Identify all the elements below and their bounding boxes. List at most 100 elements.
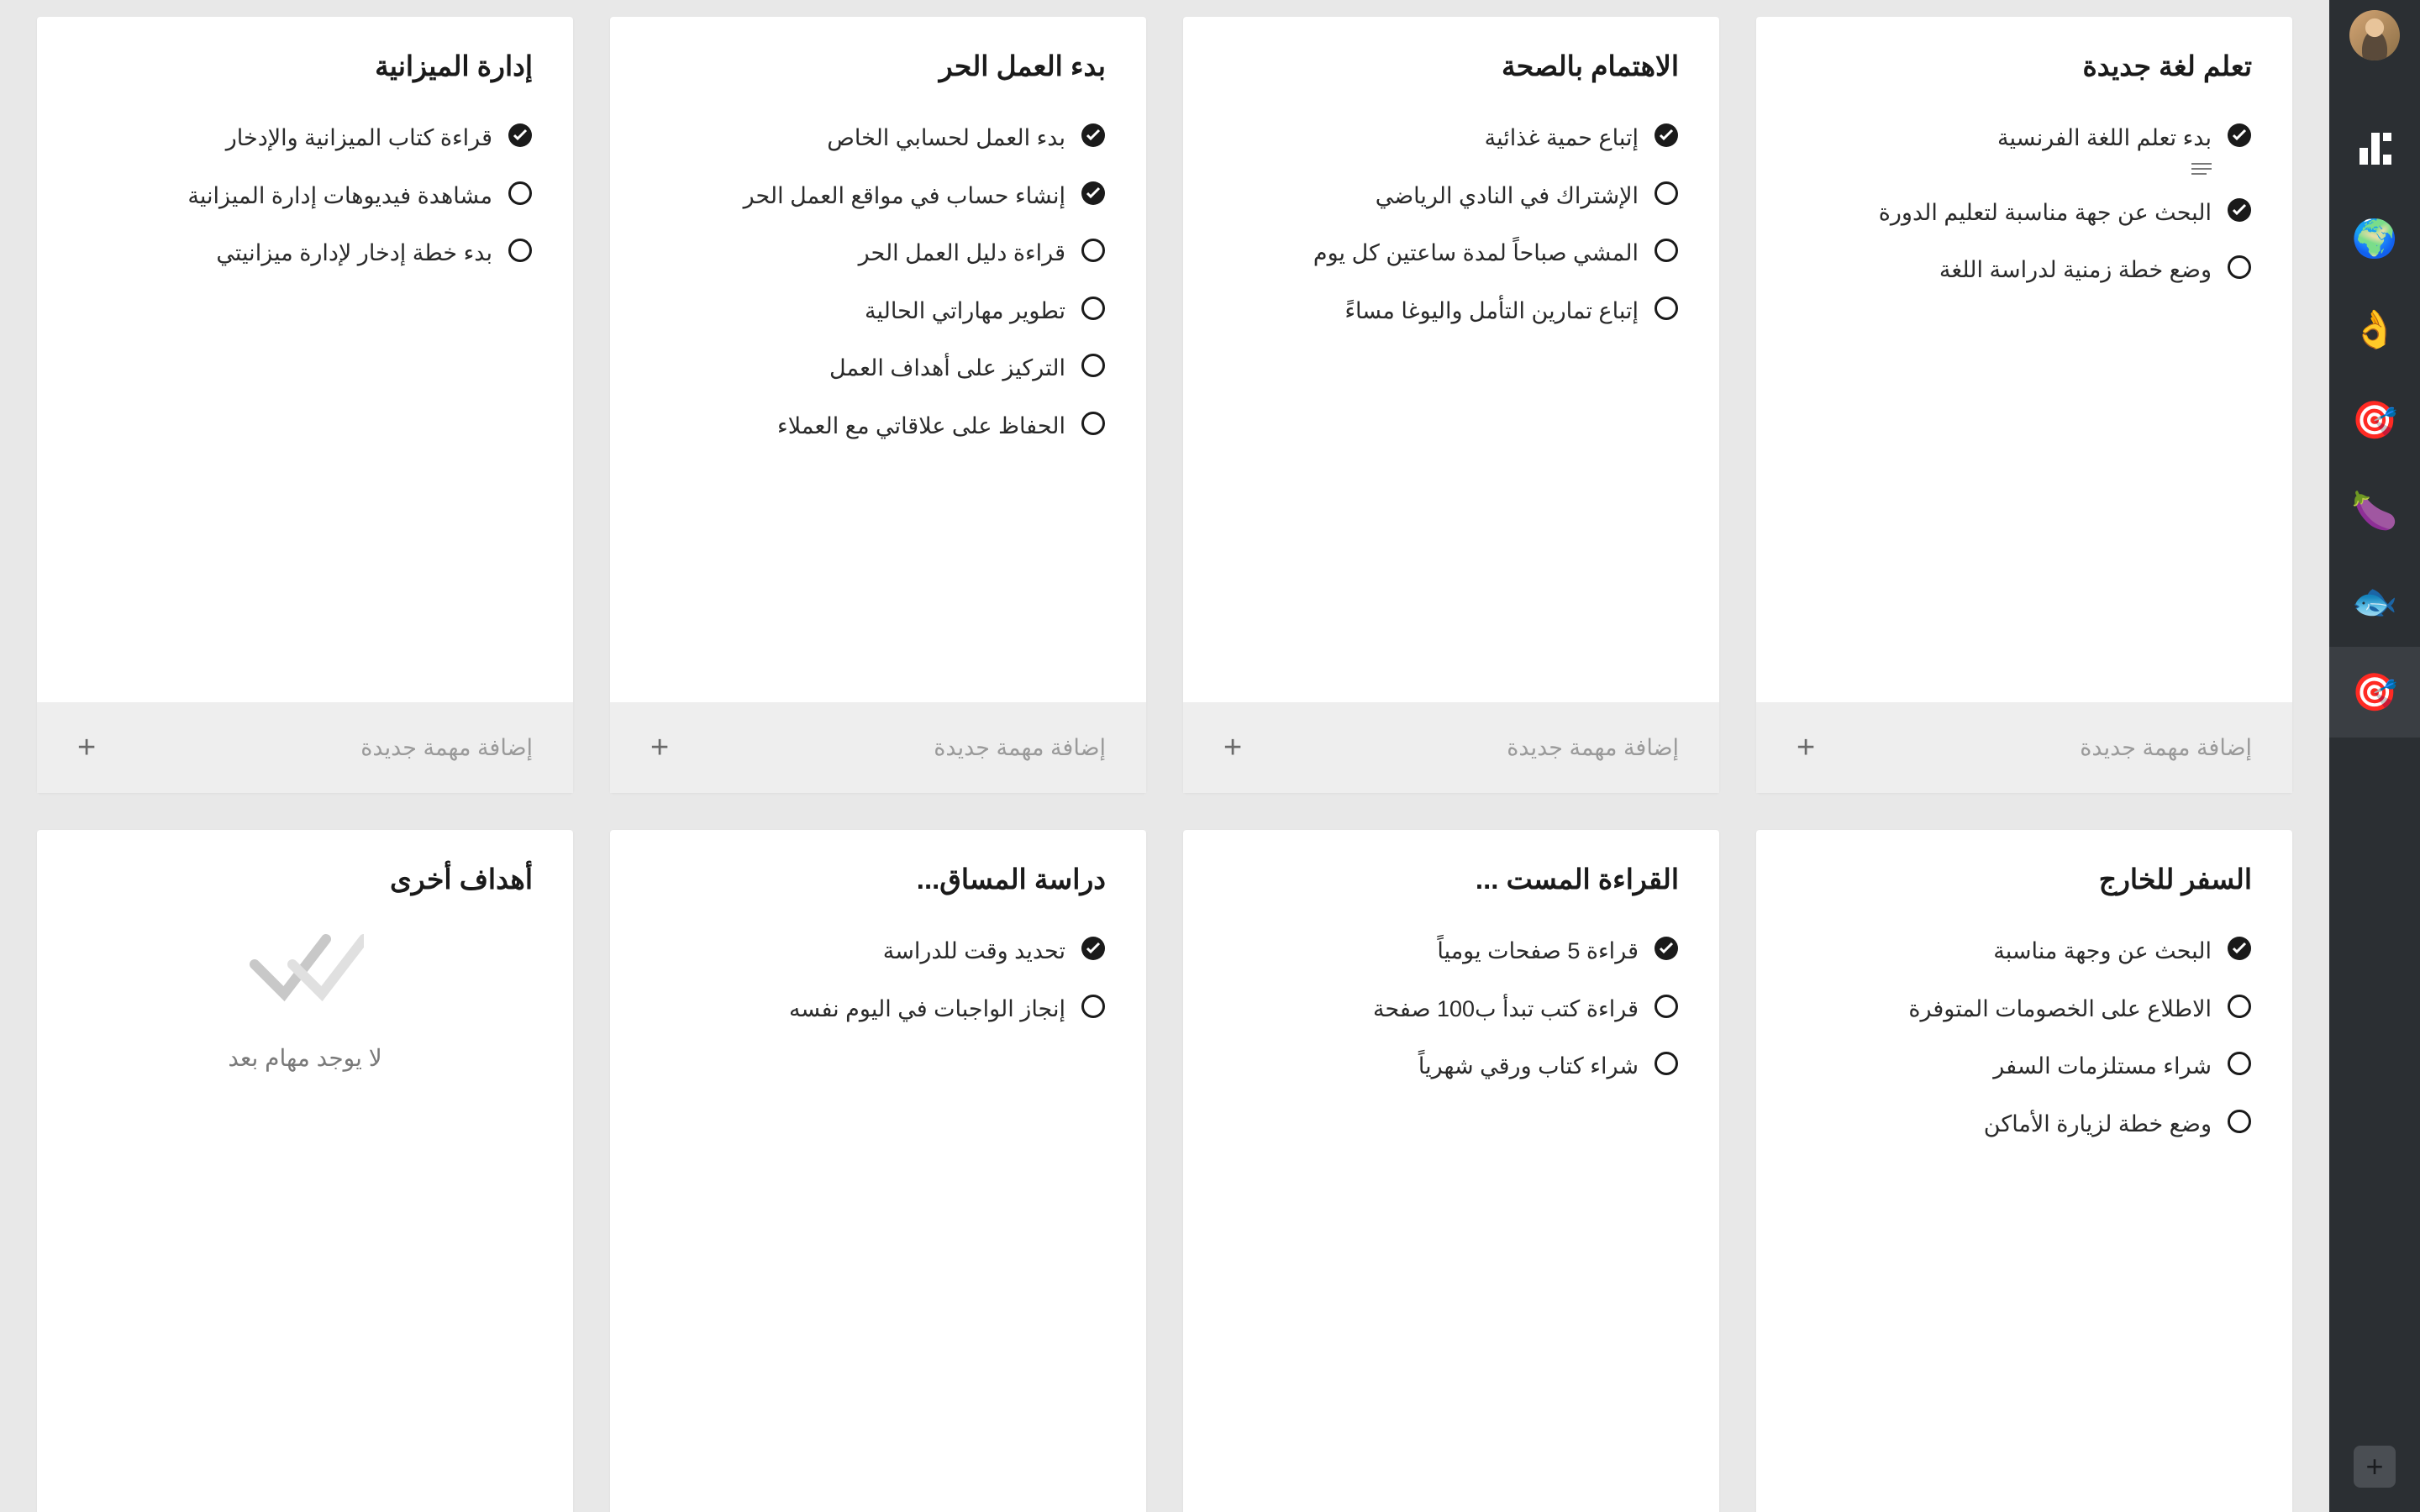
task-text[interactable]: إنجاز الواجبات في اليوم نفسه	[789, 992, 1065, 1026]
task-text[interactable]: وضع خطة زمنية لدراسة اللغة	[1939, 253, 2212, 287]
checkbox-open-icon[interactable]	[508, 238, 533, 263]
task-row[interactable]: بدء تعلم اللغة الفرنسية	[1797, 109, 2252, 167]
task-text[interactable]: الإشتراك في النادي الرياضي	[1376, 179, 1639, 213]
checkbox-open-icon[interactable]	[2227, 994, 2252, 1019]
task-row[interactable]: التركيز على أهداف العمل	[650, 339, 1106, 397]
checkbox-open-icon[interactable]	[1654, 1051, 1679, 1076]
checkbox-open-icon[interactable]	[1654, 994, 1679, 1019]
task-text[interactable]: البحث عن وجهة مناسبة	[1993, 934, 2212, 969]
checkbox-done-icon[interactable]	[1081, 181, 1106, 206]
avatar[interactable]	[2349, 10, 2400, 60]
task-text[interactable]: بدء خطة إدخار لإدارة ميزانيتي	[216, 236, 492, 270]
checkbox-open-icon[interactable]	[1081, 296, 1106, 321]
task-text[interactable]: وضع خطة لزيارة الأماكن	[1984, 1107, 2212, 1142]
card-title[interactable]: أهداف أخرى	[77, 860, 533, 899]
card-title[interactable]: إدارة الميزانية	[77, 47, 533, 86]
checkbox-open-icon[interactable]	[2227, 1051, 2252, 1076]
add-task-footer[interactable]: إضافة مهمة جديدة+	[610, 702, 1146, 793]
nav-target[interactable]: 🎯	[2329, 375, 2420, 465]
task-row[interactable]: قراءة كتاب الميزانية والإدخار	[77, 109, 533, 167]
card-title[interactable]: الاهتمام بالصحة	[1223, 47, 1679, 86]
task-row[interactable]: المشي صباحاً لمدة ساعتين كل يوم	[1223, 224, 1679, 282]
card-title[interactable]: السفر للخارج	[1797, 860, 2252, 899]
card-body: تحديد وقت للدراسة إنجاز الواجبات في اليوم…	[610, 922, 1146, 1512]
task-text[interactable]: إتباع حمية غذائية	[1485, 121, 1639, 155]
task-text[interactable]: الحفاظ على علاقاتي مع العملاء	[777, 409, 1065, 444]
task-row[interactable]: الإشتراك في النادي الرياضي	[1223, 167, 1679, 225]
task-text[interactable]: إنشاء حساب في مواقع العمل الحر	[744, 179, 1065, 213]
task-text[interactable]: بدء تعلم اللغة الفرنسية	[1997, 121, 2212, 155]
task-text[interactable]: قراءة دليل العمل الحر	[859, 236, 1065, 270]
empty-text: لا يوجد مهام بعد	[228, 1044, 381, 1072]
checkbox-done-icon[interactable]	[1654, 936, 1679, 961]
task-row[interactable]: تحديد وقت للدراسة	[650, 922, 1106, 980]
task-row[interactable]: إتباع حمية غذائية	[1223, 109, 1679, 167]
card-title[interactable]: بدء العمل الحر	[650, 47, 1106, 86]
task-row[interactable]: بدء خطة إدخار لإدارة ميزانيتي	[77, 224, 533, 282]
checkbox-done-icon[interactable]	[2227, 197, 2252, 223]
task-text[interactable]: قراءة 5 صفحات يومياً	[1437, 934, 1639, 969]
task-row[interactable]: الاطلاع على الخصومات المتوفرة	[1797, 980, 2252, 1038]
checkbox-done-icon[interactable]	[2227, 936, 2252, 961]
add-task-footer[interactable]: إضافة مهمة جديدة+	[37, 702, 573, 793]
nav-globe[interactable]: 🌍	[2329, 193, 2420, 284]
checkbox-open-icon[interactable]	[1081, 238, 1106, 263]
task-text[interactable]: شراء مستلزمات السفر	[1993, 1049, 2212, 1084]
task-row[interactable]: إنجاز الواجبات في اليوم نفسه	[650, 980, 1106, 1038]
add-task-footer[interactable]: إضافة مهمة جديدة+	[1756, 702, 2292, 793]
task-row[interactable]: الحفاظ على علاقاتي مع العملاء	[650, 397, 1106, 455]
card-title[interactable]: دراسة المساق...	[650, 860, 1106, 899]
nav-eggplant[interactable]: 🍆	[2329, 465, 2420, 556]
checkbox-open-icon[interactable]	[2227, 255, 2252, 280]
sidebar-add-button[interactable]: +	[2329, 1421, 2420, 1512]
task-row[interactable]: تطوير مهاراتي الحالية	[650, 282, 1106, 340]
checkbox-open-icon[interactable]	[1081, 353, 1106, 378]
card-title[interactable]: القراءة المست ...	[1223, 860, 1679, 899]
task-text[interactable]: تحديد وقت للدراسة	[883, 934, 1065, 969]
task-text[interactable]: قراءة كتب تبدأ ب100 صفحة	[1373, 992, 1639, 1026]
task-text[interactable]: شراء كتاب ورقي شهرياً	[1418, 1049, 1639, 1084]
task-row[interactable]: البحث عن جهة مناسبة لتعليم الدورة	[1797, 184, 2252, 242]
task-row[interactable]: إتباع تمارين التأمل واليوغا مساءً	[1223, 282, 1679, 340]
task-text[interactable]: قراءة كتاب الميزانية والإدخار	[226, 121, 492, 155]
checkbox-open-icon[interactable]	[1654, 238, 1679, 263]
checkbox-done-icon[interactable]	[1081, 936, 1106, 961]
checkbox-open-icon[interactable]	[1654, 181, 1679, 206]
list-card: بدء العمل الحر بدء العمل لحسابي الخاص إنشا…	[610, 17, 1146, 793]
task-row[interactable]: وضع خطة زمنية لدراسة اللغة	[1797, 241, 2252, 299]
task-row[interactable]: شراء مستلزمات السفر	[1797, 1037, 2252, 1095]
nav-target2[interactable]: 🎯	[2329, 647, 2420, 738]
add-task-footer[interactable]: إضافة مهمة جديدة+	[1183, 702, 1719, 793]
checkbox-open-icon[interactable]	[1654, 296, 1679, 321]
task-row[interactable]: قراءة دليل العمل الحر	[650, 224, 1106, 282]
nav-ok[interactable]: 👌	[2329, 284, 2420, 375]
task-text[interactable]: مشاهدة فيديوهات إدارة الميزانية	[187, 179, 492, 213]
checkbox-done-icon[interactable]	[2227, 123, 2252, 148]
task-row[interactable]: وضع خطة لزيارة الأماكن	[1797, 1095, 2252, 1153]
checkbox-open-icon[interactable]	[2227, 1109, 2252, 1134]
nav-fish[interactable]: 🐟	[2329, 556, 2420, 647]
checkbox-done-icon[interactable]	[508, 123, 533, 148]
card-title[interactable]: تعلم لغة جديدة	[1797, 47, 2252, 86]
task-text[interactable]: البحث عن جهة مناسبة لتعليم الدورة	[1879, 196, 2212, 230]
checkbox-open-icon[interactable]	[1081, 411, 1106, 436]
task-text[interactable]: إتباع تمارين التأمل واليوغا مساءً	[1344, 294, 1639, 328]
task-text[interactable]: التركيز على أهداف العمل	[829, 351, 1065, 386]
task-row[interactable]: مشاهدة فيديوهات إدارة الميزانية	[77, 167, 533, 225]
task-text[interactable]: تطوير مهاراتي الحالية	[865, 294, 1065, 328]
task-row[interactable]: البحث عن وجهة مناسبة	[1797, 922, 2252, 980]
task-row[interactable]: قراءة 5 صفحات يومياً	[1223, 922, 1679, 980]
checkbox-done-icon[interactable]	[1654, 123, 1679, 148]
checkbox-open-icon[interactable]	[1081, 994, 1106, 1019]
checkbox-done-icon[interactable]	[1081, 123, 1106, 148]
task-text[interactable]: المشي صباحاً لمدة ساعتين كل يوم	[1313, 236, 1639, 270]
task-row[interactable]: بدء العمل لحسابي الخاص	[650, 109, 1106, 167]
task-text[interactable]: بدء العمل لحسابي الخاص	[827, 121, 1065, 155]
checkbox-open-icon[interactable]	[508, 181, 533, 206]
nav-logo[interactable]	[2329, 102, 2420, 193]
task-row[interactable]: شراء كتاب ورقي شهرياً	[1223, 1037, 1679, 1095]
card-body: بدء تعلم اللغة الفرنسية البحث عن جهة مناس…	[1756, 109, 2292, 702]
task-row[interactable]: قراءة كتب تبدأ ب100 صفحة	[1223, 980, 1679, 1038]
task-text[interactable]: الاطلاع على الخصومات المتوفرة	[1908, 992, 2212, 1026]
task-row[interactable]: إنشاء حساب في مواقع العمل الحر	[650, 167, 1106, 225]
